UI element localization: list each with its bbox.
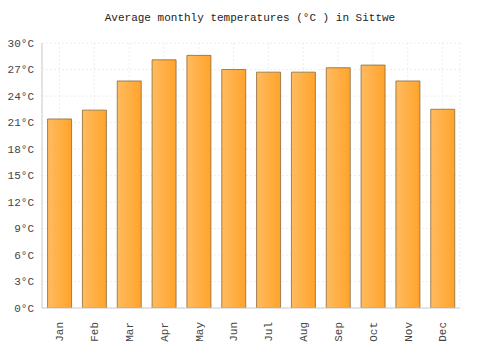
svg-text:Nov: Nov (403, 322, 415, 342)
svg-text:12°C: 12°C (8, 197, 34, 209)
svg-text:24°C: 24°C (8, 91, 34, 103)
svg-text:Mar: Mar (124, 322, 136, 342)
svg-text:21°C: 21°C (8, 117, 34, 129)
svg-text:Apr: Apr (159, 322, 171, 342)
svg-text:9°C: 9°C (14, 223, 34, 235)
svg-text:Jan: Jan (54, 322, 66, 342)
svg-text:Sep: Sep (333, 322, 345, 342)
svg-text:27°C: 27°C (8, 64, 34, 76)
svg-text:3°C: 3°C (14, 276, 34, 288)
svg-text:Jul: Jul (263, 322, 275, 342)
svg-text:Jun: Jun (228, 322, 240, 342)
svg-text:0°C: 0°C (14, 303, 34, 315)
svg-text:30°C: 30°C (8, 38, 34, 50)
svg-text:Feb: Feb (89, 322, 101, 342)
svg-text:18°C: 18°C (8, 144, 34, 156)
svg-text:6°C: 6°C (14, 250, 34, 262)
svg-text:Aug: Aug (298, 322, 310, 342)
html-text:Average monthly temperatures (: Average monthly temperatures (°C ) in Si… (104, 12, 396, 24)
svg-text:15°C: 15°C (8, 170, 34, 182)
svg-text:Oct: Oct (368, 322, 380, 342)
svg-text:Dec: Dec (437, 322, 449, 342)
svg-text:May: May (194, 322, 206, 342)
